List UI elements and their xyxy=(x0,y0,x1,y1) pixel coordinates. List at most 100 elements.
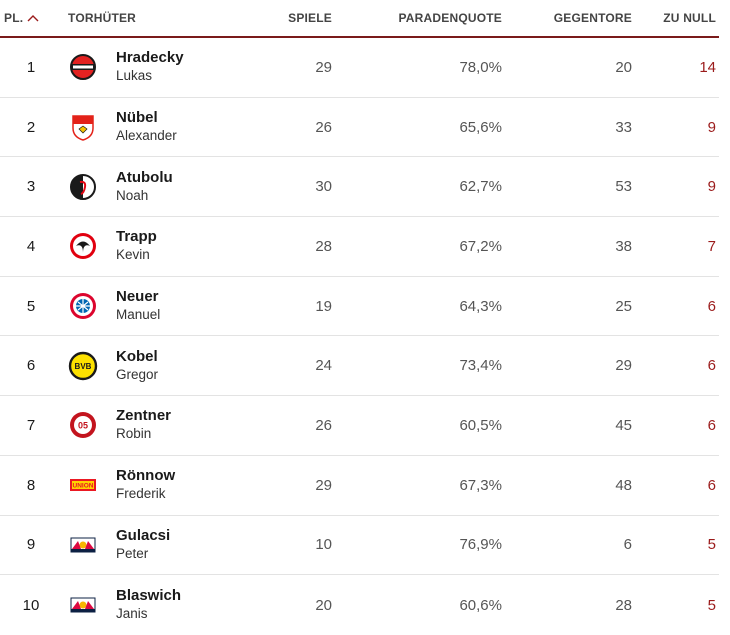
clean-sheets-cell: 9 xyxy=(707,118,716,136)
rank-cell: 2 xyxy=(26,118,36,136)
rank-cell: 3 xyxy=(26,178,36,196)
keeper-cell[interactable]: 05 Zentner Robin xyxy=(62,407,272,443)
table-row[interactable]: 2 Nübel Alexander 26 65,6% 33 9 xyxy=(0,98,719,158)
mainz-crest-icon: 05 xyxy=(68,410,98,440)
save-rate-cell: 62,7% xyxy=(459,178,502,196)
keeper-last-name: Rönnow xyxy=(116,467,176,485)
header-clean-sheets[interactable]: ZU NULL xyxy=(663,11,716,25)
games-cell: 29 xyxy=(315,58,332,76)
table-row[interactable]: 9 Gulacsi Peter 10 76,9% 6 5 xyxy=(0,516,719,576)
keeper-cell[interactable]: UNION Rönnow Frederik xyxy=(62,467,272,503)
games-cell: 10 xyxy=(315,536,332,554)
save-rate-cell: 78,0% xyxy=(459,58,502,76)
keeper-last-name: Neuer xyxy=(116,288,159,306)
table-row[interactable]: 5 Neuer Manuel 19 64,3% 25 6 xyxy=(0,277,719,337)
clean-sheets-cell: 6 xyxy=(707,476,716,494)
save-rate-cell: 64,3% xyxy=(459,297,502,315)
clean-sheets-cell: 5 xyxy=(707,596,716,614)
keeper-first-name: Janis xyxy=(116,606,148,622)
games-cell: 26 xyxy=(315,416,332,434)
goals-against-cell: 20 xyxy=(615,58,632,76)
keeper-last-name: Kobel xyxy=(116,347,158,365)
save-rate-cell: 60,6% xyxy=(459,596,502,614)
keeper-first-name: Noah xyxy=(116,187,149,203)
stuttgart-crest-icon xyxy=(68,112,98,142)
save-rate-cell: 65,6% xyxy=(459,118,502,136)
keeper-first-name: Peter xyxy=(116,545,149,561)
keeper-first-name: Kevin xyxy=(116,247,150,263)
keeper-last-name: Atubolu xyxy=(116,168,173,186)
keeper-cell[interactable]: Trapp Kevin xyxy=(62,228,272,264)
keeper-first-name: Alexander xyxy=(116,128,177,144)
header-keeper[interactable]: TORHÜTER xyxy=(68,11,137,25)
goals-against-cell: 33 xyxy=(615,118,632,136)
goals-against-cell: 38 xyxy=(615,237,632,255)
clean-sheets-cell: 14 xyxy=(699,58,716,76)
rank-cell: 9 xyxy=(26,536,36,554)
goals-against-cell: 48 xyxy=(615,476,632,494)
rank-cell: 4 xyxy=(26,237,36,255)
keeper-first-name: Robin xyxy=(116,426,152,442)
union-berlin-crest-icon: UNION xyxy=(68,470,98,500)
table-header: PL. TORHÜTER SPIELE PARADENQUOTE GEGENTO… xyxy=(0,0,719,38)
header-rank[interactable]: PL. xyxy=(0,11,62,25)
keeper-cell[interactable]: BVB Kobel Gregor xyxy=(62,348,272,384)
keeper-last-name: Gulacsi xyxy=(116,526,171,544)
header-save-rate[interactable]: PARADENQUOTE xyxy=(398,11,502,25)
table-row[interactable]: 3 Atubolu Noah 30 62,7% 53 9 xyxy=(0,157,719,218)
save-rate-cell: 76,9% xyxy=(459,536,502,554)
games-cell: 20 xyxy=(315,596,332,614)
svg-text:05: 05 xyxy=(78,421,88,431)
table-row[interactable]: 4 Trapp Kevin 28 67,2% 38 7 xyxy=(0,217,719,277)
save-rate-cell: 67,3% xyxy=(459,476,502,494)
goals-against-cell: 25 xyxy=(615,297,632,315)
keeper-last-name: Blaswich xyxy=(116,587,182,605)
clean-sheets-cell: 7 xyxy=(707,237,716,255)
rank-cell: 6 xyxy=(26,357,36,375)
table-row[interactable]: 10 Blaswich Janis 20 60,6% 28 5 xyxy=(0,575,719,635)
sort-ascending-icon[interactable] xyxy=(27,14,39,22)
freiburg-crest-icon xyxy=(68,172,98,202)
header-rank-label: PL. xyxy=(4,11,24,25)
goals-against-cell: 28 xyxy=(615,596,632,614)
goals-against-cell: 53 xyxy=(615,178,632,196)
keeper-first-name: Manuel xyxy=(116,307,161,323)
clean-sheets-cell: 6 xyxy=(707,357,716,375)
keeper-cell[interactable]: Gulacsi Peter xyxy=(62,527,272,563)
table-row[interactable]: 7 05 Zentner Robin 26 60,5% 45 6 xyxy=(0,396,719,456)
table-row[interactable]: 1 Hradecky Lukas 29 78,0% 20 14 xyxy=(0,38,719,98)
keeper-cell[interactable]: Hradecky Lukas xyxy=(62,49,272,85)
keeper-last-name: Nübel xyxy=(116,109,158,127)
rank-cell: 7 xyxy=(26,416,36,434)
keeper-cell[interactable]: Blaswich Janis xyxy=(62,587,272,623)
clean-sheets-cell: 6 xyxy=(707,416,716,434)
keeper-first-name: Gregor xyxy=(116,366,159,382)
header-games[interactable]: SPIELE xyxy=(288,11,332,25)
svg-text:BVB: BVB xyxy=(75,362,92,371)
goals-against-cell: 45 xyxy=(615,416,632,434)
keeper-last-name: Zentner xyxy=(116,407,172,425)
games-cell: 24 xyxy=(315,357,332,375)
table-row[interactable]: 8 UNION Rönnow Frederik 29 67,3% 48 6 xyxy=(0,456,719,516)
table-row[interactable]: 6 BVB Kobel Gregor 24 73,4% 29 6 xyxy=(0,336,719,397)
dortmund-crest-icon: BVB xyxy=(68,351,98,381)
header-goals-against[interactable]: GEGENTORE xyxy=(553,11,632,25)
rank-cell: 1 xyxy=(26,58,36,76)
keeper-last-name: Hradecky xyxy=(116,49,184,67)
goals-against-cell: 6 xyxy=(623,536,632,554)
games-cell: 29 xyxy=(315,476,332,494)
keeper-cell[interactable]: Neuer Manuel xyxy=(62,288,272,324)
clean-sheets-cell: 9 xyxy=(707,178,716,196)
keeper-last-name: Trapp xyxy=(116,228,157,246)
keeper-cell[interactable]: Atubolu Noah xyxy=(62,169,272,205)
leverkusen-crest-icon xyxy=(68,52,98,82)
bayern-crest-icon xyxy=(68,291,98,321)
games-cell: 26 xyxy=(315,118,332,136)
keeper-cell[interactable]: Nübel Alexander xyxy=(62,109,272,145)
save-rate-cell: 67,2% xyxy=(459,237,502,255)
keeper-first-name: Lukas xyxy=(116,68,153,84)
goals-against-cell: 29 xyxy=(615,357,632,375)
rank-cell: 5 xyxy=(26,297,36,315)
leipzig-crest-icon xyxy=(68,590,98,620)
